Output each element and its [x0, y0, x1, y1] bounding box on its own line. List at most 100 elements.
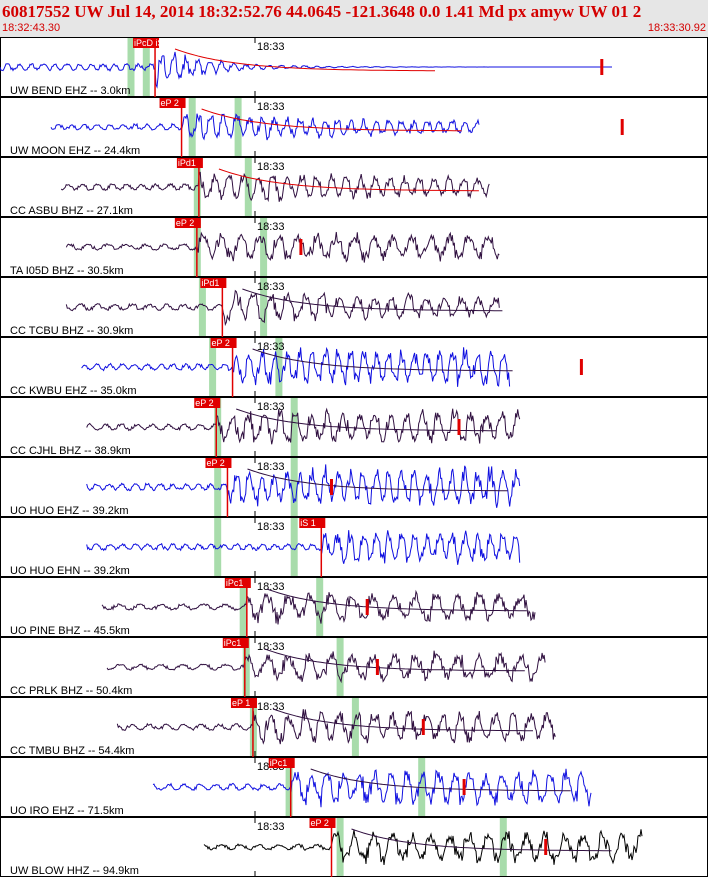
- waveform: [50, 113, 480, 141]
- window-end: [418, 758, 426, 816]
- coda-curve: [174, 48, 435, 72]
- station-label: UO IRO EHZ -- 71.5km: [10, 805, 124, 817]
- waveform: [101, 589, 536, 625]
- trace-panel: 18:33 iPc1 CC PRLK BHZ -- 50.4km: [0, 637, 708, 697]
- pick-label: iPc1: [224, 638, 242, 648]
- pick-box: [205, 458, 232, 468]
- coda-curve: [236, 408, 497, 432]
- minute-label: 18:33: [257, 101, 285, 113]
- pick-label: eP 2: [311, 818, 329, 828]
- minute-label: 18:33: [257, 701, 285, 713]
- window-start: [285, 758, 293, 816]
- window-end: [290, 398, 298, 456]
- seismogram-plot: 18:33 iPcD iS 1 UW BEND EHZ -- 3.0km 18:33 e…: [0, 37, 708, 877]
- window-end: [290, 458, 298, 516]
- pick-label: eP 1: [232, 698, 250, 708]
- pick-box: [174, 218, 201, 228]
- window-end: [316, 578, 324, 636]
- waveform: [152, 768, 592, 808]
- trace-panel: 18:33 iS 1 UO HUO EHN -- 39.2km: [0, 517, 708, 577]
- station-label: UW MOON EHZ -- 24.4km: [10, 145, 140, 157]
- trace-panel: 18:33 eP 2 UW BLOW HHZ -- 94.9km: [0, 817, 708, 877]
- coda-curve: [252, 348, 513, 372]
- window-start: [188, 98, 196, 156]
- station-label: UO HUO EHZ -- 39.2km: [10, 505, 129, 517]
- trace-panel: 18:33 iPd1 CC ASBU BHZ -- 27.1km: [0, 157, 708, 217]
- pick-label: eP 2: [176, 218, 194, 228]
- start-time-label: 18:32:43.30: [2, 22, 61, 34]
- window-end: [234, 98, 242, 156]
- minute-label: 18:33: [257, 461, 285, 473]
- station-label: TA I05D BHZ -- 30.5km: [10, 265, 124, 277]
- coda-curve: [218, 168, 479, 192]
- window-start: [214, 518, 222, 576]
- pick-box: [194, 398, 221, 408]
- minute-label: 18:33: [257, 41, 285, 53]
- coda-curve: [272, 708, 533, 732]
- trace-panel: 18:33 eP 2 UW MOON EHZ -- 24.4km: [0, 97, 708, 157]
- window-start: [214, 458, 222, 516]
- trace-panel: 18:33 iPd1 CC TCBU BHZ -- 30.9km: [0, 277, 708, 337]
- window-start: [193, 158, 201, 216]
- waveform: [106, 650, 546, 684]
- pick-box: [230, 698, 257, 708]
- pick-label: eP 2: [212, 338, 230, 348]
- pick-box: [224, 578, 251, 588]
- window-end: [336, 638, 344, 696]
- pick-box: [309, 818, 336, 828]
- pick-label: iS 1: [300, 518, 316, 528]
- pick-box: [133, 38, 160, 48]
- window-start: [239, 578, 247, 636]
- trace-panel: 18:33 iPc1 UO PINE BHZ -- 45.5km: [0, 577, 708, 637]
- window-start: [209, 338, 217, 396]
- minute-label: 18:33: [257, 521, 285, 533]
- waveform: [86, 407, 521, 445]
- pick-box: [299, 518, 326, 528]
- coda-curve: [264, 648, 525, 672]
- window-end: [260, 218, 268, 276]
- window-start: [198, 278, 206, 336]
- waveform: [86, 530, 521, 565]
- station-label: CC KWBU EHZ -- 35.0km: [10, 385, 137, 397]
- window-end: [351, 698, 359, 756]
- minute-label: 18:33: [257, 401, 285, 413]
- coda-curve: [266, 588, 527, 612]
- trace-panel: 18:33 eP 2 CC CJHL BHZ -- 38.9km: [0, 397, 708, 457]
- pick-box: [159, 98, 186, 108]
- waveform: [86, 464, 521, 508]
- minute-label: 18:33: [257, 821, 285, 833]
- pick-label: iPc1: [270, 758, 288, 768]
- waveform: [60, 171, 490, 203]
- trace-panel: 18:33 eP 2 TA I05D BHZ -- 30.5km: [0, 217, 708, 277]
- waveform: [65, 289, 500, 327]
- trace-panel: 18:33 eP 2 UO HUO EHZ -- 39.2km: [0, 457, 708, 517]
- coda-curve: [201, 108, 462, 132]
- minute-label: 18:33: [257, 581, 285, 593]
- coda-curve: [242, 288, 503, 312]
- pick-label: iPc1: [226, 578, 244, 588]
- window-end: [260, 278, 268, 336]
- coda-curve: [351, 828, 612, 852]
- pick-label: eP 2: [161, 98, 179, 108]
- pick-box: [200, 278, 227, 288]
- waveform: [116, 709, 556, 745]
- station-label: UW BEND EHZ -- 3.0km: [10, 85, 130, 97]
- pick-box: [268, 758, 295, 768]
- minute-label: 18:33: [257, 341, 285, 353]
- station-label: CC TCBU BHZ -- 30.9km: [10, 325, 133, 337]
- waveform: [81, 346, 511, 387]
- window-end: [275, 338, 283, 396]
- trace-panel: 18:33 eP 1 CC TMBU BHZ -- 54.4km: [0, 697, 708, 757]
- minute-label: 18:33: [257, 281, 285, 293]
- station-label: CC ASBU BHZ -- 27.1km: [10, 205, 133, 217]
- pick-box: [210, 338, 237, 348]
- coda-curve: [310, 768, 571, 792]
- station-label: UW BLOW HHZ -- 94.9km: [10, 865, 139, 877]
- window-start: [127, 38, 135, 96]
- waveform: [0, 51, 612, 89]
- station-label: CC CJHL BHZ -- 38.9km: [10, 445, 131, 457]
- station-label: UO PINE BHZ -- 45.5km: [10, 625, 130, 637]
- window-end: [290, 518, 298, 576]
- minute-label: 18:33: [257, 221, 285, 233]
